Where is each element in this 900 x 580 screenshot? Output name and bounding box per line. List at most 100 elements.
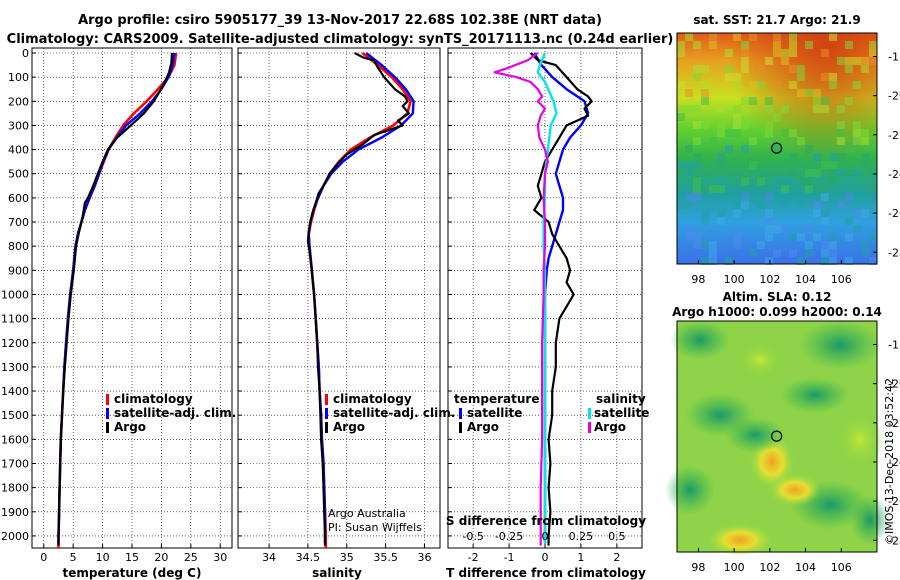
legend-climatology-swatch (325, 394, 328, 405)
depth-tick-label: 800 (8, 240, 29, 253)
t-difference-axis-label: T difference from climatology (446, 566, 646, 580)
sst-pixel (853, 137, 861, 145)
depth-tick-label: 1300 (1, 361, 29, 374)
depth-tick-label: 200 (8, 95, 29, 108)
sst-pixel (717, 177, 725, 185)
sst-pixel (717, 185, 725, 193)
sst-pixel (693, 49, 701, 57)
sst-pixel (677, 201, 685, 209)
sst-pixel (733, 81, 741, 89)
sst-pixel (765, 57, 773, 65)
sla-map-lon-labels: 98 100 102 104 106 (691, 548, 852, 574)
sst-pixel (733, 201, 741, 209)
sst-pixel (701, 257, 709, 265)
x-tick-label: 20 (154, 551, 168, 564)
sla-blob (708, 524, 772, 556)
sst-pixel (773, 225, 781, 233)
sst-pixel (837, 105, 845, 113)
legend-argo-label: Argo (114, 420, 146, 434)
sst-pixel (693, 233, 701, 241)
sst-pixel (805, 89, 813, 97)
temperature-legend: climatology satellite-adj. clim. Argo (106, 392, 236, 434)
sst-pixel (725, 257, 733, 265)
sst-pixel (829, 153, 837, 161)
sst-pixel (789, 169, 797, 177)
sst-pixel (797, 73, 805, 81)
depth-tick-label: 1500 (1, 409, 29, 422)
x-tick-label: 0 (542, 551, 549, 564)
sst-pixel (797, 233, 805, 241)
sst-pixel-texture (677, 33, 877, 265)
legend-argo-swatch (106, 422, 109, 433)
sst-pixel (765, 257, 773, 265)
sst-pixel (781, 177, 789, 185)
sst-pixel (709, 249, 717, 257)
sst-pixel (677, 81, 685, 89)
legend-t-satellite-label: satellite (467, 406, 522, 420)
sst-pixel (685, 233, 693, 241)
sst-pixel (741, 193, 749, 201)
depth-tick-label: 1400 (1, 385, 29, 398)
sst-pixel (701, 81, 709, 89)
sst-pixel (813, 89, 821, 97)
s-difference-axis-label: S difference from climatology (446, 514, 646, 528)
sst-pixel (845, 65, 853, 73)
sst-pixel (797, 137, 805, 145)
sst-pixel (757, 81, 765, 89)
legend-argo-swatch (325, 422, 328, 433)
sst-pixel (813, 97, 821, 105)
x-tick-label: 5 (70, 551, 77, 564)
sst-pixel (741, 121, 749, 129)
legend-climatology-label: climatology (333, 392, 412, 406)
sst-pixel (725, 145, 733, 153)
difference-legend-temperature: temperature satellite Argo (454, 392, 539, 434)
sst-pixel (829, 233, 837, 241)
sst-pixel (757, 241, 765, 249)
sst-pixel (821, 249, 829, 257)
sst-pixel (773, 137, 781, 145)
sst-pixel (861, 57, 869, 65)
sst-pixel (805, 185, 813, 193)
sst-pixel (749, 161, 757, 169)
sst-pixel (765, 121, 773, 129)
sst-pixel (685, 169, 693, 177)
sst-pixel (789, 33, 797, 41)
sst-pixel (685, 225, 693, 233)
sst-pixel (781, 49, 789, 57)
sst-pixel (773, 41, 781, 49)
sst-pixel (869, 233, 877, 241)
sst-pixel (845, 193, 853, 201)
sst-pixel (749, 137, 757, 145)
sst-pixel (821, 217, 829, 225)
sst-pixel (797, 65, 805, 73)
sst-pixel (789, 49, 797, 57)
sst-pixel (773, 249, 781, 257)
sst-pixel (693, 161, 701, 169)
sst-pixel (869, 185, 877, 193)
sla-blob (800, 320, 880, 370)
sst-pixel (733, 33, 741, 41)
x-tick-label: -2 (468, 551, 479, 564)
credit-line2: PI: Susan Wijffels (328, 521, 422, 534)
sst-map: sat. SST: 21.7 Argo: 21.9 -18 -20 -22 -24 -2… (676, 13, 900, 286)
sst-pixel (813, 233, 821, 241)
imos-credit: ©IMOS 13-Dec-2018 03:52:42 (883, 378, 896, 545)
sst-pixel (853, 225, 861, 233)
sla-blob (725, 417, 785, 453)
sst-pixel (861, 65, 869, 73)
x-tick-label: 34.5 (296, 551, 321, 564)
sst-pixel (837, 121, 845, 129)
legend-s-satellite-swatch (588, 408, 591, 419)
sst-pixel (869, 41, 877, 49)
legend-satellite-swatch (106, 408, 109, 419)
sst-pixel (725, 73, 733, 81)
sst-pixel (733, 241, 741, 249)
sst-map-lon-labels: 98 100 102 104 106 (691, 260, 852, 286)
sst-pixel (709, 33, 717, 41)
sla-map-subtitle: Argo h1000: 0.099 h2000: 0.14 (672, 305, 882, 319)
sst-pixel (685, 201, 693, 209)
lat-tick-label: -22 (888, 129, 900, 142)
depth-tick-label: 300 (8, 119, 29, 132)
sst-map-frame (676, 32, 878, 265)
lat-tick-label: -26 (888, 207, 900, 220)
